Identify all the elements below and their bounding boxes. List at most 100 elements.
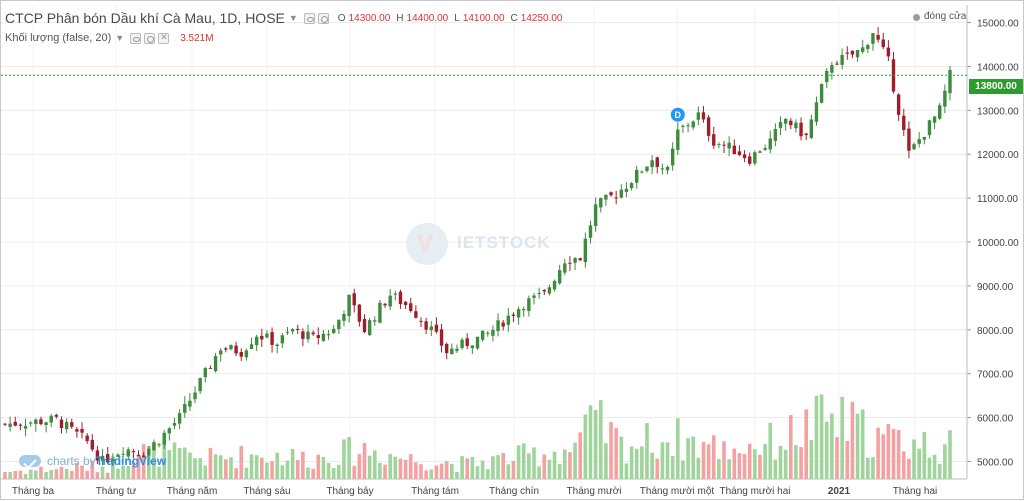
candle-body [383, 303, 387, 306]
volume-bar [516, 445, 521, 479]
candle-body [845, 52, 849, 54]
volume-bar [794, 445, 798, 479]
volume-bar [773, 459, 778, 479]
candle-body [552, 280, 557, 290]
volume-bar [44, 472, 48, 479]
candle-body [809, 119, 814, 138]
branding-name[interactable]: TradingView [95, 454, 167, 468]
candle-body [265, 333, 269, 338]
volume-bar [188, 452, 192, 479]
chevron-down-icon[interactable]: ▼ [288, 13, 298, 23]
volume-bar [491, 456, 495, 479]
candle-body [722, 144, 726, 146]
eye-icon[interactable] [130, 32, 142, 44]
candle-body [296, 328, 300, 330]
candle-body [794, 122, 798, 129]
y-tick-label: 9000.00 [977, 282, 1014, 293]
y-tick-label: 6000.00 [977, 414, 1014, 425]
candle-body [537, 293, 541, 295]
candle-body [881, 39, 885, 48]
volume-bar [198, 458, 202, 479]
candle-body [90, 439, 95, 450]
volume-bar [8, 471, 12, 479]
candle-body [573, 258, 577, 263]
volume-bar [95, 472, 100, 479]
volume-bar [388, 454, 392, 479]
volume-bar [157, 466, 161, 479]
symbol-title[interactable]: CTCP Phân bón Dầu khí Cà Mau, 1D, HOSE [5, 10, 285, 26]
open-value: 14300.00 [348, 12, 391, 24]
candle-body [604, 194, 608, 200]
volume-bar [891, 429, 896, 479]
x-tick-label: Tháng tư [96, 486, 137, 497]
chevron-down-icon[interactable]: ▼ [115, 33, 125, 43]
volume-bar [152, 441, 156, 479]
candle-body [670, 148, 675, 166]
volume-bar [480, 460, 485, 479]
candle-body [39, 419, 43, 425]
volume-title[interactable]: Khối lượng (false, 20) [5, 32, 112, 44]
x-tick-label: 2021 [828, 486, 851, 497]
candle-body [557, 270, 562, 284]
volume-bar [675, 418, 680, 479]
volume-bar [403, 459, 408, 479]
candle-body [470, 345, 475, 349]
candle-body [80, 428, 84, 433]
y-tick-label: 5000.00 [977, 457, 1014, 468]
candle-body [547, 287, 552, 294]
volume-bar [840, 396, 844, 479]
x-tick-label: Tháng sáu [243, 486, 290, 497]
volume-bar [275, 452, 280, 479]
close-icon[interactable] [158, 32, 170, 44]
volume-bar [182, 447, 187, 479]
volume-bar [717, 459, 721, 479]
candle-body [331, 328, 336, 334]
y-tick-label: 15000.00 [977, 19, 1019, 30]
volume-bar [604, 443, 608, 479]
volume-bar [290, 448, 295, 479]
close-value: 14250.00 [520, 12, 563, 24]
volume-bar [321, 456, 326, 479]
volume-bar [393, 456, 398, 479]
eye-icon[interactable] [303, 12, 315, 24]
volume-bar [295, 460, 300, 479]
candle-body [162, 432, 166, 445]
y-tick-label: 7000.00 [977, 370, 1014, 381]
volume-bar [167, 449, 172, 479]
candle-body [902, 115, 906, 131]
volume-bar [429, 469, 434, 479]
volume-bar [835, 437, 839, 479]
volume-bar [69, 471, 74, 479]
candle-body [285, 331, 290, 333]
volume-bar [506, 464, 511, 479]
series-legend: CTCP Phân bón Dầu khí Cà Mau, 1D, HOSE ▼… [5, 10, 562, 26]
volume-bar [778, 445, 783, 479]
volume-bar [871, 457, 875, 479]
volume-bar [460, 456, 464, 479]
candle-body [496, 320, 500, 332]
candle-body [676, 129, 680, 150]
candle-body [475, 336, 480, 349]
volume-bar [162, 442, 167, 479]
volume-bar [218, 455, 223, 479]
y-tick-label: 11000.00 [977, 194, 1018, 205]
candle-body [419, 320, 423, 322]
candle-body [758, 151, 762, 153]
candle-body [439, 329, 444, 346]
gear-icon[interactable] [144, 32, 156, 44]
volume-bar [193, 458, 197, 479]
candle-body [789, 120, 793, 126]
volume-bar [799, 447, 803, 479]
volume-bar [814, 395, 819, 479]
volume-bar [568, 452, 572, 479]
volume-bar [768, 422, 773, 479]
high-label: H [396, 12, 404, 24]
tradingview-branding[interactable]: charts by TradingView [19, 454, 166, 468]
volume-bar [249, 454, 254, 479]
gear-icon[interactable] [317, 12, 329, 24]
volume-bar [90, 460, 95, 479]
volume-bar [372, 450, 377, 479]
candle-body [373, 320, 377, 322]
